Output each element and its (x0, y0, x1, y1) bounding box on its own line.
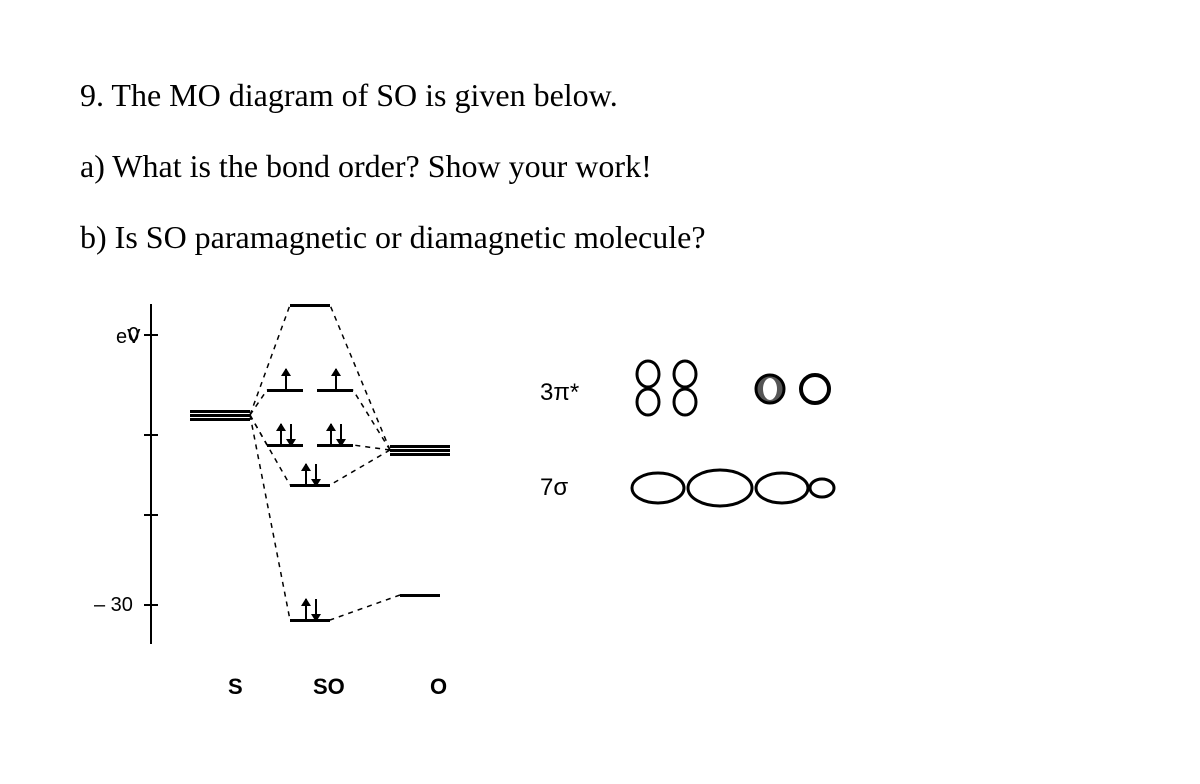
energy-level (290, 619, 330, 622)
electron-up-icon (280, 424, 282, 446)
electron-up-icon (285, 369, 287, 391)
label-7sigma: 7σ (540, 474, 568, 502)
axis-tick (144, 514, 158, 516)
electron-up-icon (305, 464, 307, 486)
energy-level (267, 444, 303, 447)
energy-level (390, 445, 450, 448)
energy-level (190, 410, 250, 413)
electron-up-icon (330, 424, 332, 446)
electron-down-icon (315, 464, 317, 486)
question-number-line: 9. The MO diagram of SO is given below. (80, 70, 1120, 121)
electron-up-icon (305, 599, 307, 621)
axis-unit: eV (116, 326, 140, 349)
col-label-so: SO (313, 674, 345, 700)
col-label-o: O (430, 674, 447, 700)
energy-level (290, 304, 330, 307)
label-3pi-star: 3π* (540, 379, 579, 407)
energy-level (190, 414, 250, 417)
energy-level (290, 484, 330, 487)
electron-up-icon (335, 369, 337, 391)
sigma-pictogram (630, 466, 850, 515)
electron-down-icon (290, 424, 292, 446)
col-label-s: S (228, 674, 243, 700)
electron-down-icon (315, 599, 317, 621)
energy-level (400, 594, 440, 597)
mo-diagram: 3π* 7σ (100, 284, 1000, 714)
energy-level (317, 444, 353, 447)
axis-tick (144, 334, 158, 336)
axis-tick-label: – 30 (94, 594, 133, 617)
energy-level (190, 418, 250, 421)
axis-tick (144, 604, 158, 606)
electron-down-icon (340, 424, 342, 446)
pi-star-pictograms (630, 359, 890, 424)
axis-tick (144, 434, 158, 436)
question-part-b: b) Is SO paramagnetic or diamagnetic mol… (80, 212, 1120, 263)
energy-axis (150, 304, 152, 644)
question-part-a: a) What is the bond order? Show your wor… (80, 141, 1120, 192)
energy-level (390, 453, 450, 456)
energy-level (390, 449, 450, 452)
